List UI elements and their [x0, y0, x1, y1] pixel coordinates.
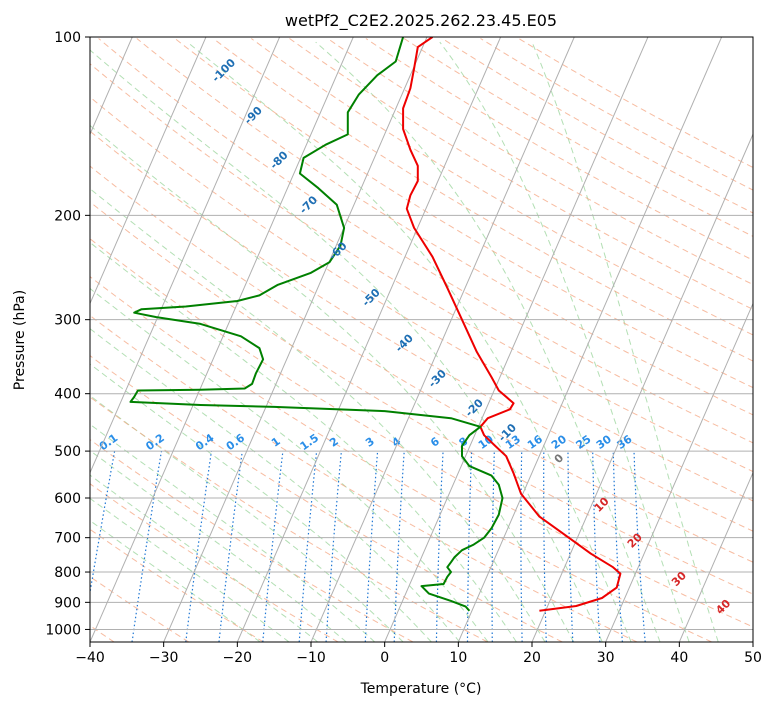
moist-adiabat: [90, 124, 575, 642]
y-tick-label: 200: [54, 208, 81, 224]
y-tick-label: 800: [54, 565, 81, 581]
dry-adiabat: [442, 38, 753, 214]
mixing-ratio-line: [218, 451, 243, 642]
dry-adiabat: [90, 201, 753, 595]
pressure-gridlines: [90, 37, 753, 630]
x-tick-label: −40: [75, 650, 105, 666]
dewpoint-profile: [129, 37, 504, 612]
skewed-isotherm: [384, 37, 649, 642]
dry-adiabat: [90, 355, 563, 642]
skewed-isotherm: [90, 37, 207, 305]
y-tick-label: 300: [54, 313, 81, 329]
temperature-profile: [402, 37, 622, 612]
skewed-isotherm: [163, 37, 428, 642]
y-tick-label: 400: [54, 387, 81, 403]
moist-adiabat: [90, 49, 603, 642]
dry-adiabat: [327, 38, 753, 286]
mixing-ratio-line: [325, 451, 342, 642]
y-axis-label: Pressure (hPa): [12, 290, 28, 390]
x-tick-label: 0: [380, 650, 389, 666]
moist-adiabat: [90, 395, 404, 642]
sounding-series: [129, 37, 622, 612]
dry-adiabat: [90, 314, 638, 642]
dry-adiabat: [365, 38, 753, 261]
x-tick-label: −20: [223, 650, 253, 666]
skewed-isotherm: [605, 302, 753, 642]
x-tick-label: 30: [597, 650, 615, 666]
dry-adiabats: [90, 38, 753, 642]
moist-adiabat: [90, 497, 290, 642]
y-tick-label: 900: [54, 595, 81, 611]
plot-frame: [89, 36, 754, 643]
moist-adiabat: [90, 363, 432, 642]
moist-adiabat: [90, 241, 517, 642]
dry-adiabat: [90, 63, 753, 473]
x-tick-label: 10: [449, 650, 467, 666]
x-tick-label: −30: [149, 650, 179, 666]
x-axis-ticks: −40 −30 −20 −10 0 10 20 30 40 50: [75, 642, 762, 666]
y-tick-label: 600: [54, 491, 81, 507]
x-axis-label: Temperature (°C): [360, 681, 482, 697]
skewed-isotherms: [90, 37, 753, 642]
moist-adiabat: [439, 41, 690, 642]
chart-title: wetPf2_C2E2.2025.262.23.45.E05: [285, 11, 557, 31]
dry-adiabat: [90, 483, 339, 642]
y-tick-label: 700: [54, 531, 81, 547]
skewed-isotherm: [457, 37, 723, 642]
dry-adiabat: [518, 38, 753, 169]
skewed-isotherm: [531, 132, 753, 642]
x-tick-label: 20: [523, 650, 541, 666]
skewed-isotherm: [90, 37, 354, 642]
skewed-isotherm: [678, 471, 753, 642]
moist-adiabat: [531, 41, 719, 642]
x-tick-label: −10: [296, 650, 326, 666]
x-tick-label: 50: [744, 650, 762, 666]
moist-adiabat: [90, 328, 461, 642]
y-tick-label: 500: [54, 444, 81, 460]
y-tick-label: 1000: [45, 622, 81, 638]
moist-adiabat: [90, 449, 347, 642]
plot-area: 0.1 0.2 0.4 0.6 1 1.5 2 3 4 6 8 10 13 16 20 25 30 36 -100…: [90, 37, 753, 642]
skewed-isotherm: [310, 37, 575, 642]
mixing-ratio-line: [298, 451, 318, 642]
dry-adiabat: [480, 38, 753, 191]
x-tick-label: 40: [670, 650, 688, 666]
dry-adiabat: [289, 38, 753, 310]
moist-adiabat: [90, 287, 489, 642]
dry-adiabat: [90, 528, 264, 642]
dry-adiabat: [212, 38, 753, 362]
moist-adiabat: [90, 423, 376, 642]
dry-adiabat: [90, 96, 753, 502]
skewed-isotherm: [236, 37, 502, 642]
moist-adiabat: [90, 188, 546, 642]
dry-adiabat: [90, 130, 753, 532]
mixing-ratio-line: [262, 451, 284, 642]
moist-adiabat: [315, 41, 661, 642]
skewed-isotherm: [90, 37, 281, 474]
mixing-ratio-line: [185, 451, 213, 642]
y-axis-ticks: 1000 900 800 700 600 500 400 300 200 100: [45, 30, 90, 638]
dry-adiabat: [403, 38, 753, 237]
dry-adiabat: [90, 165, 753, 563]
y-tick-label: 100: [54, 30, 81, 46]
dry-adiabat: [251, 38, 753, 336]
dry-adiabat: [90, 276, 712, 642]
